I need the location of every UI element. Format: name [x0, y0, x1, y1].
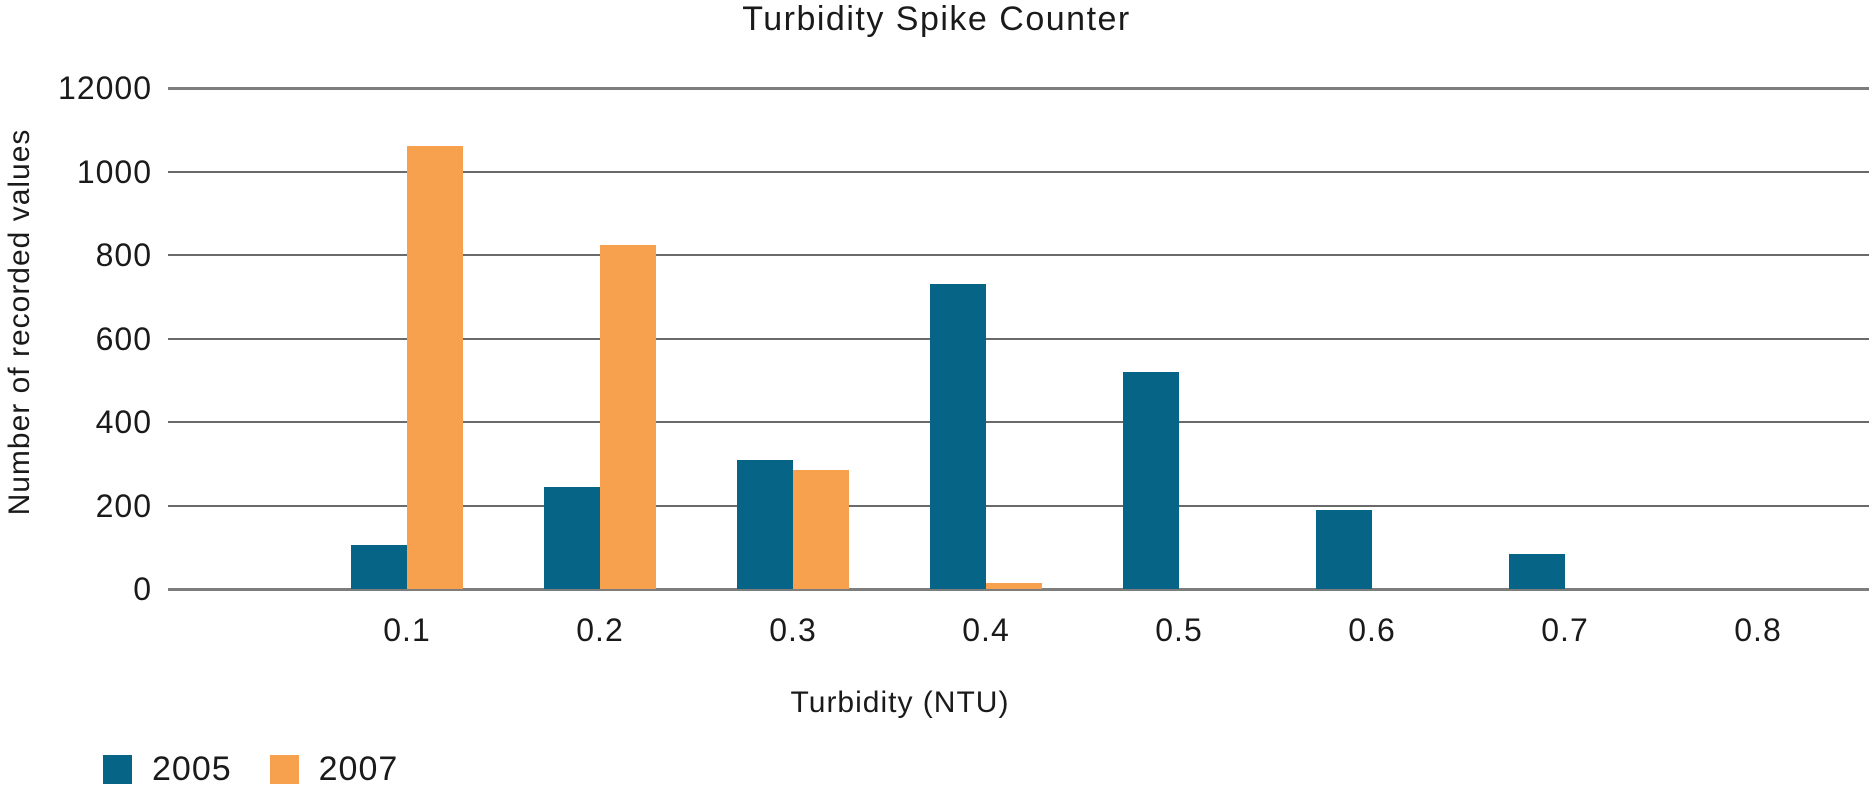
y-tick-label: 12000	[58, 70, 152, 106]
bar-2005	[1316, 509, 1372, 589]
bar-2007	[407, 146, 463, 589]
x-tick-label: 0.8	[1734, 612, 1782, 648]
y-tick-label: 200	[95, 487, 152, 524]
legend-label-2005: 2005	[152, 750, 232, 788]
gridline	[168, 170, 1869, 173]
y-tick-label: 400	[95, 404, 152, 440]
legend-label-2007: 2007	[318, 750, 399, 788]
x-tick-label: 0.4	[962, 612, 1010, 648]
x-tick-label: 0.7	[1541, 612, 1589, 648]
legend: 2005 2007	[103, 750, 398, 789]
gridline	[168, 254, 1869, 256]
gridline	[168, 504, 1869, 507]
bar-2005	[930, 284, 986, 589]
x-axis-title: Turbidity (NTU)	[790, 686, 1010, 719]
y-tick-label: 600	[95, 320, 152, 357]
x-tick-label: 0.2	[576, 612, 624, 648]
legend-item-2005: 2005	[103, 750, 232, 789]
x-tick-label: 0.3	[769, 612, 817, 648]
bar-2007	[793, 470, 849, 589]
gridline	[168, 588, 1869, 591]
legend-item-2007: 2007	[269, 750, 399, 789]
bar-2007	[986, 582, 1042, 589]
bar-2005	[1123, 371, 1179, 589]
gridline	[168, 421, 1869, 423]
y-tick-label: 0	[133, 571, 152, 607]
y-tick-label: 800	[95, 237, 152, 273]
bar-2005	[544, 486, 600, 589]
x-tick-label: 0.6	[1348, 612, 1396, 648]
gridline	[168, 337, 1869, 340]
bar-2005	[1509, 553, 1565, 589]
chart-title: Turbidity Spike Counter	[742, 0, 1131, 38]
bar-2005	[737, 459, 793, 589]
legend-swatch-2007	[269, 755, 299, 784]
bar-2007	[600, 244, 656, 589]
gridline	[168, 87, 1869, 90]
x-tick-label: 0.5	[1155, 612, 1203, 648]
legend-swatch-2005	[103, 755, 132, 784]
x-tick-label: 0.1	[383, 612, 431, 648]
bar-2005	[351, 545, 407, 589]
y-tick-label: 1000	[76, 153, 152, 190]
